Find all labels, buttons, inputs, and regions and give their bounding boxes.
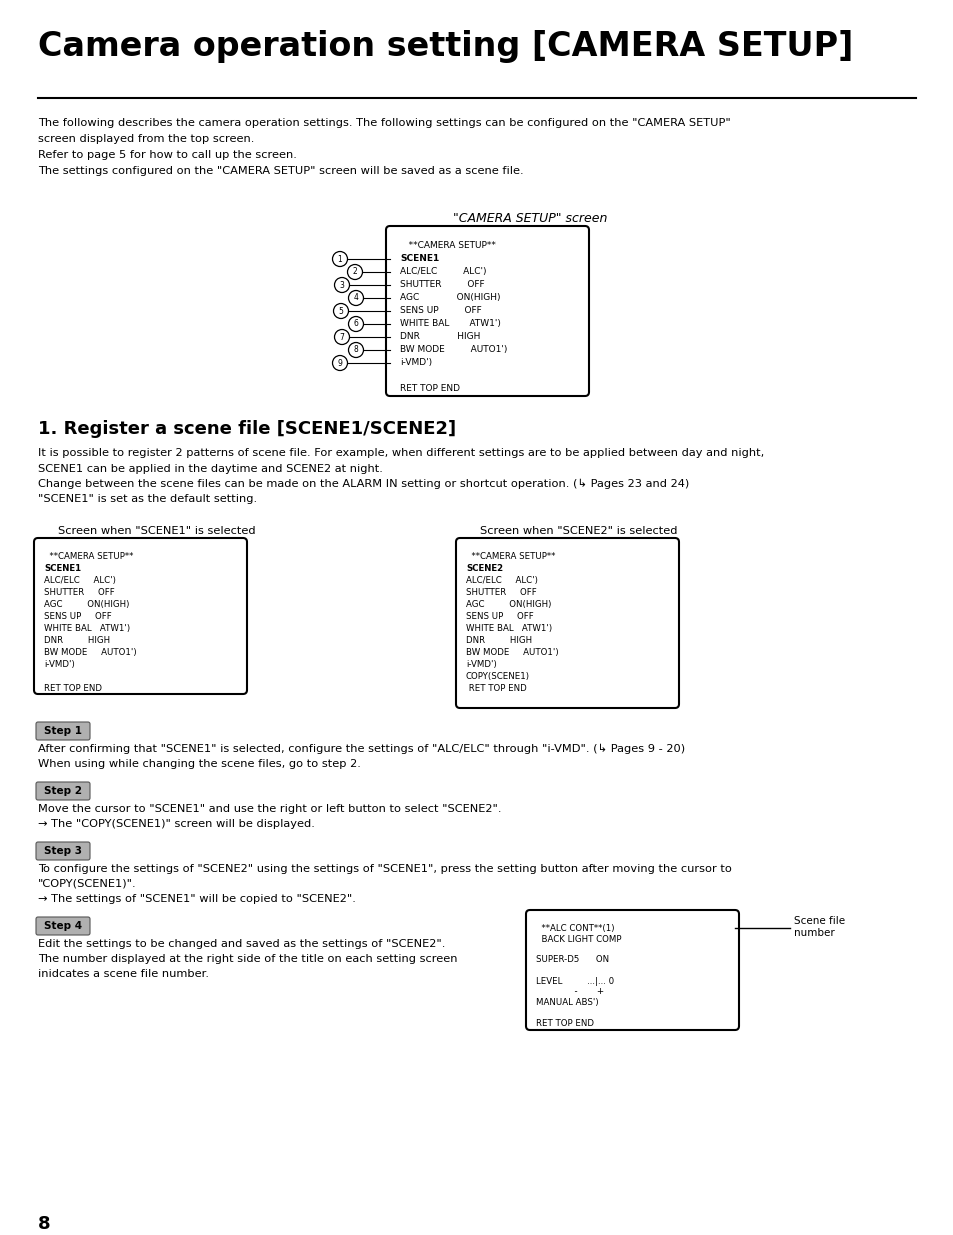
Text: Edit the settings to be changed and saved as the settings of "SCENE2".: Edit the settings to be changed and save… [38,939,445,948]
Text: ALC/ELC     ALC'): ALC/ELC ALC') [465,576,537,585]
Circle shape [348,342,363,357]
Circle shape [335,330,349,345]
Text: Screen when "SCENE2" is selected: Screen when "SCENE2" is selected [479,526,677,536]
Text: SHUTTER     OFF: SHUTTER OFF [44,588,114,597]
Text: **CAMERA SETUP**: **CAMERA SETUP** [399,241,496,249]
Text: **CAMERA SETUP**: **CAMERA SETUP** [44,552,133,561]
Text: inidcates a scene file number.: inidcates a scene file number. [38,969,209,979]
Text: SENS UP         OFF: SENS UP OFF [399,306,481,315]
Text: 1. Register a scene file [SCENE1/SCENE2]: 1. Register a scene file [SCENE1/SCENE2] [38,420,456,438]
Circle shape [333,356,347,370]
Text: WHITE BAL   ATW1'): WHITE BAL ATW1') [44,624,130,634]
Text: SCENE1: SCENE1 [399,254,438,263]
Text: SCENE1 can be applied in the daytime and SCENE2 at night.: SCENE1 can be applied in the daytime and… [38,463,382,473]
Text: i-VMD'): i-VMD') [465,659,497,669]
Text: Move the cursor to "SCENE1" and use the right or left button to select "SCENE2".: Move the cursor to "SCENE1" and use the … [38,804,501,814]
FancyBboxPatch shape [386,226,588,396]
Text: Change between the scene files can be made on the ALARM IN setting or shortcut o: Change between the scene files can be ma… [38,479,688,489]
FancyBboxPatch shape [525,910,739,1030]
Text: 4: 4 [354,294,358,303]
Text: 8: 8 [354,346,358,354]
Text: AGC         ON(HIGH): AGC ON(HIGH) [44,600,130,609]
Text: "CAMERA SETUP" screen: "CAMERA SETUP" screen [453,212,606,225]
Text: i-VMD'): i-VMD') [399,358,432,367]
Text: BACK LIGHT COMP: BACK LIGHT COMP [536,935,620,944]
Text: Step 3: Step 3 [44,846,82,856]
Text: AGC             ON(HIGH): AGC ON(HIGH) [399,293,500,303]
Text: LEVEL         ...|... 0: LEVEL ...|... 0 [536,977,614,986]
Text: 6: 6 [354,320,358,329]
Circle shape [348,316,363,331]
Text: → The "COPY(SCENE1)" screen will be displayed.: → The "COPY(SCENE1)" screen will be disp… [38,819,314,829]
Text: When using while changing the scene files, go to step 2.: When using while changing the scene file… [38,760,360,769]
Text: SENS UP     OFF: SENS UP OFF [44,613,112,621]
Circle shape [333,252,347,267]
Text: **ALC CONT**(1): **ALC CONT**(1) [536,924,614,932]
Text: 1: 1 [337,254,342,263]
Text: WHITE BAL       ATW1'): WHITE BAL ATW1') [399,319,500,329]
Text: DNR         HIGH: DNR HIGH [465,636,532,645]
Text: BW MODE     AUTO1'): BW MODE AUTO1') [465,648,558,657]
Text: **CAMERA SETUP**: **CAMERA SETUP** [465,552,555,561]
FancyBboxPatch shape [36,722,90,740]
Text: SHUTTER         OFF: SHUTTER OFF [399,280,484,289]
Text: 9: 9 [337,358,342,368]
Text: The following describes the camera operation settings. The following settings ca: The following describes the camera opera… [38,119,730,128]
FancyBboxPatch shape [456,538,679,708]
Text: Step 4: Step 4 [44,921,82,931]
Text: ALC/ELC     ALC'): ALC/ELC ALC') [44,576,115,585]
Text: The number displayed at the right side of the title on each setting screen: The number displayed at the right side o… [38,953,457,965]
Text: 5: 5 [338,306,343,315]
Text: 8: 8 [38,1215,51,1233]
Text: RET TOP END: RET TOP END [399,384,459,393]
Text: SCENE2: SCENE2 [465,564,502,573]
Text: SENS UP     OFF: SENS UP OFF [465,613,533,621]
Text: "SCENE1" is set as the default setting.: "SCENE1" is set as the default setting. [38,494,257,505]
Text: i-VMD'): i-VMD') [44,659,74,669]
Text: SCENE1: SCENE1 [44,564,81,573]
FancyBboxPatch shape [36,782,90,800]
Text: Scene file
number: Scene file number [793,916,844,939]
Text: RET TOP END: RET TOP END [44,684,102,693]
Text: ALC/ELC         ALC'): ALC/ELC ALC') [399,267,486,275]
Text: "COPY(SCENE1)".: "COPY(SCENE1)". [38,879,136,889]
Text: Screen when "SCENE1" is selected: Screen when "SCENE1" is selected [58,526,255,536]
Text: Camera operation setting [CAMERA SETUP]: Camera operation setting [CAMERA SETUP] [38,30,853,63]
Circle shape [334,304,348,319]
Text: DNR         HIGH: DNR HIGH [44,636,110,645]
Text: To configure the settings of "SCENE2" using the settings of "SCENE1", press the : To configure the settings of "SCENE2" us… [38,864,731,874]
Text: AGC         ON(HIGH): AGC ON(HIGH) [465,600,551,609]
Text: After confirming that "SCENE1" is selected, configure the settings of "ALC/ELC" : After confirming that "SCENE1" is select… [38,743,684,755]
Text: WHITE BAL   ATW1'): WHITE BAL ATW1') [465,624,552,634]
Text: → The settings of "SCENE1" will be copied to "SCENE2".: → The settings of "SCENE1" will be copie… [38,894,355,904]
Text: 3: 3 [339,280,344,289]
FancyBboxPatch shape [36,842,90,860]
Text: BW MODE     AUTO1'): BW MODE AUTO1') [44,648,136,657]
Text: Refer to page 5 for how to call up the screen.: Refer to page 5 for how to call up the s… [38,149,296,161]
Text: RET TOP END: RET TOP END [536,1019,594,1028]
FancyBboxPatch shape [36,918,90,935]
Circle shape [335,278,349,293]
Text: It is possible to register 2 patterns of scene file. For example, when different: It is possible to register 2 patterns of… [38,448,763,458]
Text: -       +: - + [536,987,603,995]
Text: SHUTTER     OFF: SHUTTER OFF [465,588,537,597]
Text: BW MODE         AUTO1'): BW MODE AUTO1') [399,345,507,354]
Text: screen displayed from the top screen.: screen displayed from the top screen. [38,135,254,144]
Text: 2: 2 [353,268,357,277]
Circle shape [348,290,363,305]
Text: The settings configured on the "CAMERA SETUP" screen will be saved as a scene fi: The settings configured on the "CAMERA S… [38,165,523,177]
Text: COPY(SCENE1): COPY(SCENE1) [465,672,530,680]
Text: SUPER-D5      ON: SUPER-D5 ON [536,956,608,965]
Circle shape [347,264,362,279]
Text: MANUAL ABS'): MANUAL ABS') [536,998,598,1007]
Text: 7: 7 [339,332,344,342]
Text: RET TOP END: RET TOP END [465,684,526,693]
FancyBboxPatch shape [34,538,247,694]
Text: Step 2: Step 2 [44,785,82,797]
Text: DNR             HIGH: DNR HIGH [399,332,480,341]
Text: Step 1: Step 1 [44,726,82,736]
